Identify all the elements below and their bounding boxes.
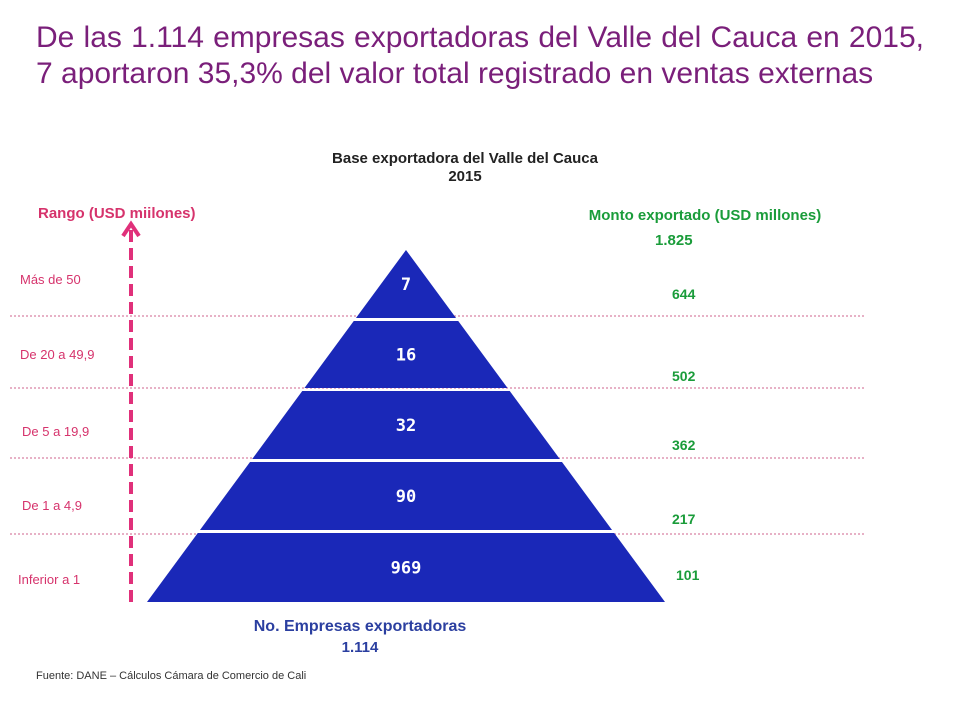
chart-title-line2: 2015 (448, 168, 482, 185)
chart-title: Base exportadora del Valle del Cauca 201… (250, 150, 680, 186)
tier-range-label: De 5 a 19,9 (22, 424, 90, 439)
tier-company-count: 16 (396, 346, 416, 366)
pyramid-tier (252, 391, 560, 459)
tier-range-label: Más de 50 (20, 272, 81, 287)
amount-total: 1.825 (655, 232, 693, 249)
range-header: Rango (USD miilones) (38, 205, 196, 222)
tier-company-count: 32 (396, 416, 416, 436)
pyramid-tier (355, 250, 457, 318)
tier-amount-label: 101 (676, 567, 700, 583)
amount-header: Monto exportado (USD millones) (588, 207, 822, 224)
chart-title-line1: Base exportadora del Valle del Cauca (332, 150, 598, 167)
tier-range-label: Inferior a 1 (18, 572, 81, 587)
tier-company-count: 969 (391, 559, 422, 579)
headline: De las 1.114 empresas exportadoras del V… (36, 21, 924, 90)
tier-company-count: 90 (396, 487, 416, 507)
tier-range-label: De 1 a 4,9 (22, 498, 82, 513)
arrow-head-icon (121, 220, 141, 238)
tier-amount-label: 644 (672, 286, 696, 302)
source-note: Fuente: DANE – Cálculos Cámara de Comerc… (36, 670, 307, 682)
tier-amount-label: 362 (672, 437, 696, 453)
companies-total: 1.114 (341, 639, 379, 656)
pyramid-tier (147, 533, 665, 602)
tier-company-count: 7 (401, 275, 411, 295)
pyramid-tier (199, 462, 613, 530)
pyramid-tier (304, 321, 508, 388)
tier-amount-label: 502 (672, 368, 696, 384)
tier-range-label: De 20 a 49,9 (20, 347, 95, 362)
companies-title: No. Empresas exportadoras (253, 618, 467, 635)
tier-amount-label: 217 (672, 511, 696, 527)
